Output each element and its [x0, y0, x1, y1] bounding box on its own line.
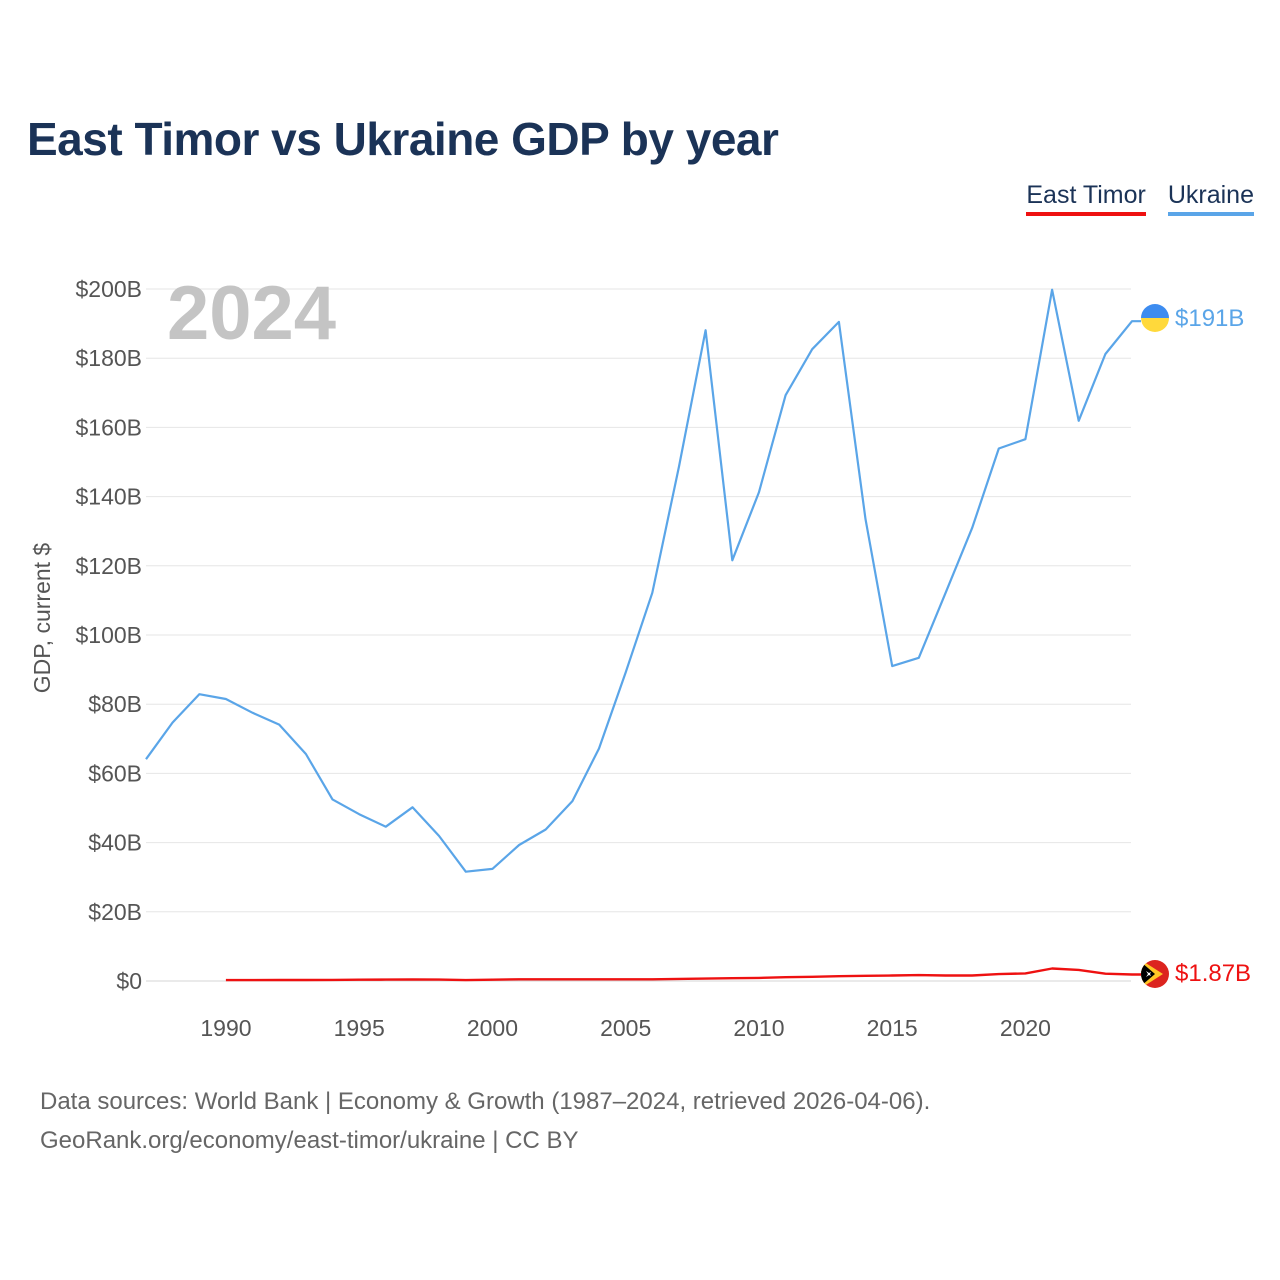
y-tick-label: $40B — [88, 830, 142, 856]
y-tick-label: $20B — [88, 899, 142, 925]
y-axis-ticks: $0 $20B $40B $60B $80B $100B $120B $140B $160B $1… — [75, 276, 142, 994]
line-chart: $0 $20B $40B $60B $80B $100B $120B $140B $160B $1… — [29, 271, 1251, 1041]
east-timor-end-label: $1.87B — [1175, 960, 1251, 987]
y-tick-label: $60B — [88, 760, 142, 786]
x-tick-label: 1990 — [200, 1015, 251, 1041]
x-tick-label: 2010 — [733, 1015, 784, 1041]
footer-url: GeoRank.org/economy/east-timor/ukraine |… — [40, 1127, 579, 1154]
ukraine-end-label: $191B — [1175, 305, 1244, 332]
y-tick-label: $140B — [75, 484, 142, 510]
y-tick-label: $200B — [75, 276, 142, 302]
ukraine-flag-icon — [1141, 304, 1169, 332]
x-tick-label: 2005 — [600, 1015, 651, 1041]
footer: Data sources: World Bank | Economy & Gro… — [40, 1082, 930, 1160]
y-tick-label: $80B — [88, 691, 142, 717]
series-line-east-timor[interactable] — [225, 967, 1141, 982]
y-tick-label: $180B — [75, 345, 142, 371]
chart-title: East Timor vs Ukraine GDP by year — [27, 113, 779, 165]
x-tick-label: 2020 — [1000, 1015, 1051, 1041]
footer-sources: Data sources: World Bank | Economy & Gro… — [40, 1088, 931, 1115]
legend-item-east-timor[interactable]: East Timor — [1026, 180, 1146, 216]
y-tick-label: $120B — [75, 553, 142, 579]
y-tick-label: $160B — [75, 414, 142, 440]
legend: East Timor Ukraine — [1026, 180, 1254, 216]
y-tick-label: $0 — [116, 968, 142, 994]
y-tick-label: $100B — [75, 622, 142, 648]
y-axis-label: GDP, current $ — [29, 543, 55, 694]
series-line-ukraine[interactable] — [145, 288, 1141, 873]
legend-item-ukraine[interactable]: Ukraine — [1167, 180, 1254, 216]
x-tick-label: 2000 — [467, 1015, 518, 1041]
x-tick-label: 1995 — [334, 1015, 385, 1041]
grid-lines — [146, 288, 1131, 982]
year-overlay: 2024 — [167, 271, 336, 356]
east-timor-flag-icon — [1141, 960, 1169, 988]
x-axis-ticks: 1990 1995 2000 2005 2010 2015 2020 — [200, 1015, 1051, 1041]
x-tick-label: 2015 — [867, 1015, 918, 1041]
